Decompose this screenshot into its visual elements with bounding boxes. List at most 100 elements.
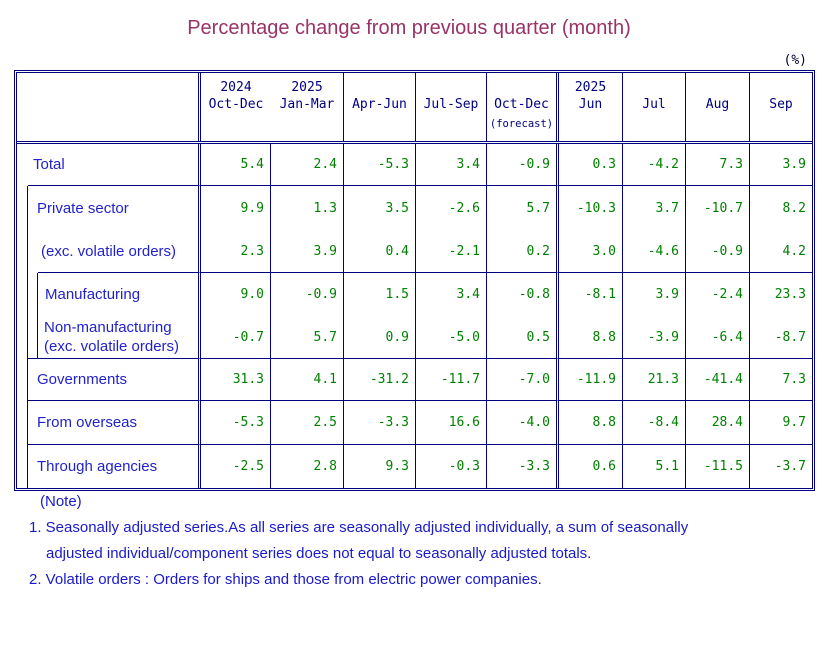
value-cell: 0.4 bbox=[344, 230, 416, 273]
row-label: Manufacturing bbox=[45, 286, 141, 303]
value-cell: 1.5 bbox=[344, 273, 416, 316]
value-cell: 3.0 bbox=[559, 230, 623, 273]
value-cell: 0.9 bbox=[344, 316, 416, 359]
column-header-2025-jun: 2025 Jun bbox=[559, 73, 623, 141]
table-row-manufacturing: Manufacturing 9.0 -0.9 1.5 3.4 -0.8 -8.1… bbox=[17, 273, 812, 316]
column-header-sep: Sep bbox=[769, 97, 793, 112]
value-cell: -4.6 bbox=[623, 230, 686, 273]
value-cell: 2.5 bbox=[271, 401, 344, 445]
label-column-divider bbox=[198, 186, 201, 230]
value-cell: -4.2 bbox=[623, 144, 686, 186]
value-cell: -2.1 bbox=[416, 230, 487, 273]
value-cell: -8.4 bbox=[623, 401, 686, 445]
indent-gutter bbox=[17, 316, 28, 359]
indent-gutter bbox=[17, 445, 28, 488]
note-line-1: 1. Seasonally adjusted series.As all ser… bbox=[29, 519, 689, 536]
value-cell: -2.5 bbox=[201, 445, 271, 488]
value-cell: 0.2 bbox=[487, 230, 559, 273]
value-cell: -2.4 bbox=[686, 273, 750, 316]
note-line-1-continued: adjusted individual/component series doe… bbox=[46, 545, 592, 562]
value-cell: -6.4 bbox=[686, 316, 750, 359]
indent-gutter bbox=[17, 401, 28, 445]
value-cell: -0.7 bbox=[201, 316, 271, 359]
row-label: Governments bbox=[28, 359, 198, 401]
column-header-aug: Aug bbox=[686, 73, 750, 141]
header-empty-corner bbox=[17, 73, 198, 141]
indent-gutter bbox=[28, 316, 38, 359]
value-cell: -3.3 bbox=[344, 401, 416, 445]
row-label: Non-manufacturing (exc. volatile orders) bbox=[38, 316, 198, 359]
value-cell: 3.4 bbox=[416, 273, 487, 316]
value-cell: 2.8 bbox=[271, 445, 344, 488]
value-cell: -3.9 bbox=[623, 316, 686, 359]
value-cell: 16.6 bbox=[416, 401, 487, 445]
label-column-divider bbox=[198, 316, 201, 359]
value-cell: 3.9 bbox=[750, 144, 812, 186]
value-cell: 0.5 bbox=[487, 316, 559, 359]
data-table: 2024 Oct-Dec 2025 Jan-Mar Apr-Jun Jul-Se… bbox=[14, 70, 815, 491]
value-cell: -41.4 bbox=[686, 359, 750, 401]
value-cell: -5.3 bbox=[344, 144, 416, 186]
label-column-divider bbox=[198, 230, 201, 273]
table-row-through-agencies: Through agencies -2.5 2.8 9.3 -0.3 -3.3 … bbox=[17, 445, 812, 488]
value-cell: 5.4 bbox=[201, 144, 271, 186]
value-cell: 9.7 bbox=[750, 401, 812, 445]
table-row-non-manufacturing: Non-manufacturing (exc. volatile orders)… bbox=[17, 316, 812, 359]
table-header-row: 2024 Oct-Dec 2025 Jan-Mar Apr-Jun Jul-Se… bbox=[17, 73, 812, 144]
value-cell: -0.9 bbox=[686, 230, 750, 273]
value-cell: -5.3 bbox=[201, 401, 271, 445]
value-cell: -7.0 bbox=[487, 359, 559, 401]
value-cell: 4.1 bbox=[271, 359, 344, 401]
value-cell: -8.1 bbox=[559, 273, 623, 316]
row-label-line1: Non-manufacturing bbox=[44, 319, 172, 336]
column-header-jul-sep: Jul-Sep bbox=[416, 73, 487, 141]
indent-gutter bbox=[17, 273, 28, 316]
row-label: Total bbox=[28, 144, 198, 186]
value-cell: 3.9 bbox=[623, 273, 686, 316]
indent-gutter bbox=[17, 186, 28, 230]
page-title: Percentage change from previous quarter … bbox=[187, 17, 631, 39]
value-cell: -0.9 bbox=[487, 144, 559, 186]
table-row-from-overseas: From overseas -5.3 2.5 -3.3 16.6 -4.0 8.… bbox=[17, 401, 812, 445]
value-cell: -0.9 bbox=[271, 273, 344, 316]
value-cell: 0.6 bbox=[559, 445, 623, 488]
value-cell: 5.7 bbox=[487, 186, 559, 230]
indent-gutter bbox=[17, 230, 28, 273]
value-cell: -3.7 bbox=[774, 459, 806, 474]
column-header-2025-jan-mar: 2025 Jan-Mar bbox=[271, 73, 344, 141]
table-row-total: Total 5.4 2.4 -5.3 3.4 -0.9 0.3 -4.2 7.3… bbox=[17, 144, 812, 186]
value-cell: 5.1 bbox=[623, 445, 686, 488]
value-cell: 2.4 bbox=[271, 144, 344, 186]
value-cell: -10.7 bbox=[686, 186, 750, 230]
value-cell: 8.2 bbox=[782, 200, 806, 216]
value-cell: 3.7 bbox=[623, 186, 686, 230]
note-line-2: 2. Volatile orders : Orders for ships an… bbox=[29, 571, 542, 588]
row-label-line2: (exc. volatile orders) bbox=[44, 338, 180, 355]
column-header-oct-dec-forecast: Oct-Dec (forecast) bbox=[487, 73, 559, 141]
table-row-private-exc-volatile: (exc. volatile orders) 2.3 3.9 0.4 -2.1 … bbox=[17, 230, 812, 273]
column-header-2024-oct-dec: 2024 Oct-Dec bbox=[208, 80, 264, 112]
value-cell: 21.3 bbox=[623, 359, 686, 401]
value-cell: 4.2 bbox=[750, 230, 812, 273]
value-cell: 31.3 bbox=[201, 359, 271, 401]
column-header-jul: Jul bbox=[623, 73, 686, 141]
value-cell: 9.3 bbox=[344, 445, 416, 488]
indent-gutter bbox=[28, 273, 38, 316]
value-cell: -0.8 bbox=[487, 273, 559, 316]
value-cell: -8.7 bbox=[750, 316, 812, 359]
value-cell: 3.5 bbox=[344, 186, 416, 230]
indent-gutter bbox=[17, 359, 28, 401]
label-column-divider bbox=[198, 73, 201, 141]
value-cell: 2.3 bbox=[201, 230, 271, 273]
value-cell: -11.7 bbox=[416, 359, 487, 401]
column-header-apr-jun: Apr-Jun bbox=[344, 73, 416, 141]
row-label: Through agencies bbox=[37, 458, 158, 475]
value-cell: 3.4 bbox=[416, 144, 487, 186]
notes-section: (Note) 1. Seasonally adjusted series.As … bbox=[0, 489, 688, 593]
row-label: From overseas bbox=[28, 401, 198, 445]
percent-unit-label: (%) bbox=[783, 53, 807, 68]
value-cell: 23.3 bbox=[774, 287, 806, 302]
indent-gutter bbox=[17, 144, 28, 186]
label-column-divider bbox=[198, 401, 201, 445]
value-cell: 9.9 bbox=[201, 186, 271, 230]
